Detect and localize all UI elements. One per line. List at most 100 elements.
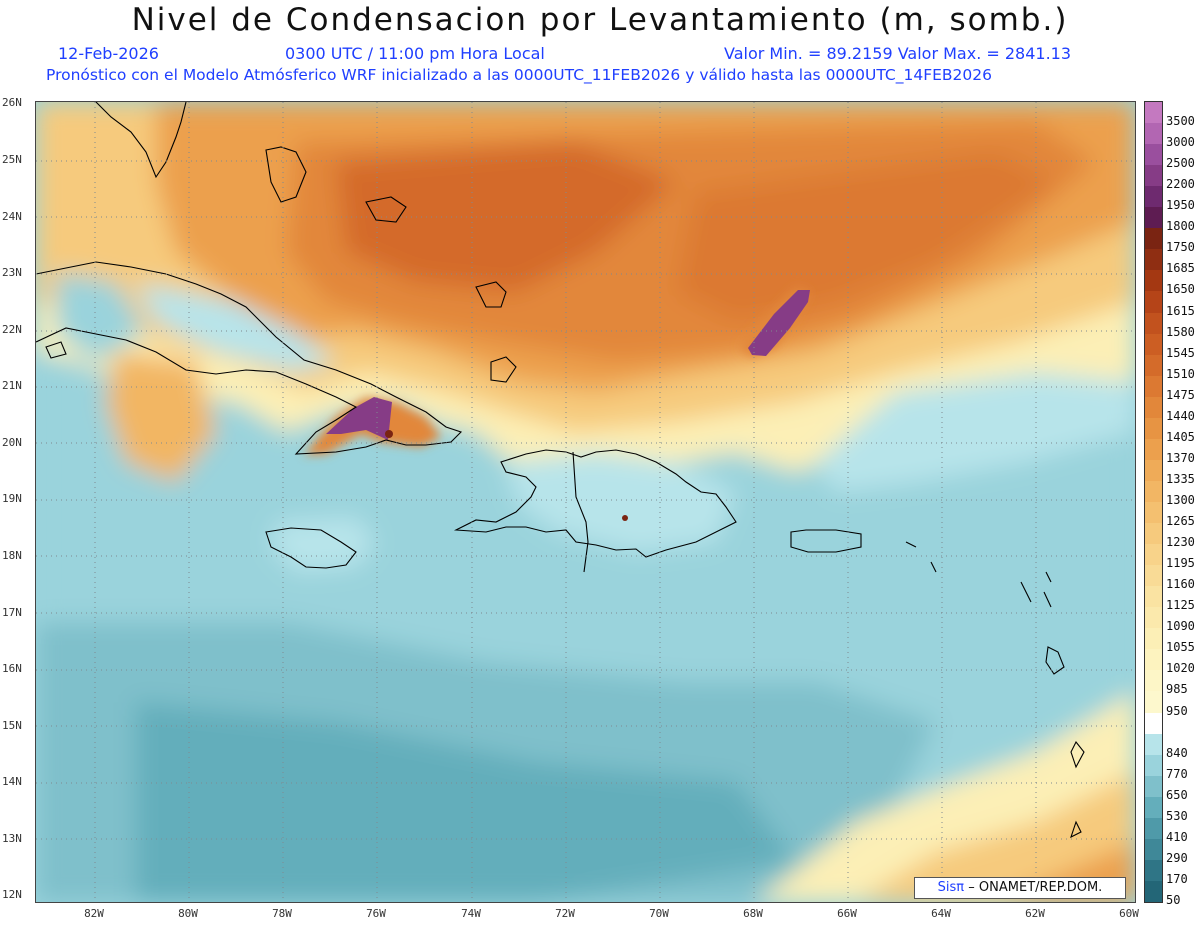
lon-label: 70W bbox=[649, 907, 669, 920]
color-scale-swatch bbox=[1145, 186, 1162, 208]
color-scale-label: 290 bbox=[1166, 850, 1188, 865]
color-scale-label: 1800 bbox=[1166, 219, 1195, 234]
color-scale-swatch bbox=[1145, 438, 1162, 461]
color-scale-swatch bbox=[1145, 586, 1162, 608]
color-scale-label: 1230 bbox=[1166, 535, 1195, 550]
color-scale-swatch bbox=[1145, 565, 1162, 587]
color-scale-label: 1750 bbox=[1166, 240, 1195, 255]
color-scale-swatch bbox=[1145, 670, 1162, 692]
color-scale-swatch bbox=[1145, 102, 1162, 124]
color-scale-swatch bbox=[1145, 523, 1162, 545]
color-scale-label: 170 bbox=[1166, 871, 1188, 886]
color-scale-label: 1300 bbox=[1166, 493, 1195, 507]
lat-label: 25N bbox=[2, 153, 22, 166]
lat-label: 22N bbox=[2, 323, 22, 336]
color-scale-swatch bbox=[1145, 459, 1162, 482]
color-scale-label: 3500 bbox=[1166, 114, 1195, 129]
color-scale-label: 1650 bbox=[1166, 282, 1195, 297]
credit-text: – ONAMET/REP.DOM. bbox=[968, 880, 1103, 895]
color-scale-label: 985 bbox=[1166, 682, 1188, 697]
color-scale-label: 3000 bbox=[1166, 135, 1195, 150]
color-scale-swatch bbox=[1145, 375, 1162, 398]
color-scale-label: 2200 bbox=[1166, 177, 1195, 192]
color-scale-label: 410 bbox=[1166, 829, 1188, 844]
color-scale-label: 1020 bbox=[1166, 661, 1195, 676]
lat-label: 23N bbox=[2, 266, 22, 279]
lat-label: 17N bbox=[2, 606, 22, 619]
lat-label: 18N bbox=[2, 549, 22, 562]
lat-label: 19N bbox=[2, 492, 22, 505]
lon-label: 76W bbox=[366, 907, 386, 920]
lcl-field-map bbox=[36, 102, 1135, 902]
credit-box: Sisπ – ONAMET/REP.DOM. bbox=[914, 877, 1126, 899]
color-scale-label: 1335 bbox=[1166, 471, 1195, 486]
color-scale-label: 1160 bbox=[1166, 577, 1195, 592]
color-scale-swatch bbox=[1145, 733, 1162, 756]
lon-label: 74W bbox=[461, 907, 481, 920]
color-scale-swatch bbox=[1145, 817, 1162, 840]
color-scale-label: 840 bbox=[1166, 745, 1188, 760]
color-scale-label: 50 bbox=[1166, 893, 1181, 907]
color-scale-label: 650 bbox=[1166, 787, 1188, 802]
color-scale-label: 1055 bbox=[1166, 640, 1195, 655]
color-scale-swatch bbox=[1145, 838, 1162, 861]
lon-label: 72W bbox=[555, 907, 575, 920]
purple-maxima bbox=[326, 290, 810, 521]
color-scale-swatch bbox=[1145, 396, 1162, 419]
lon-label: 80W bbox=[178, 907, 198, 920]
color-scale-label: 2500 bbox=[1166, 156, 1195, 171]
lat-label: 15N bbox=[2, 719, 22, 732]
color-scale-swatch bbox=[1145, 691, 1162, 714]
lat-label: 21N bbox=[2, 379, 22, 392]
color-scale-swatch bbox=[1145, 207, 1162, 229]
color-scale-label: 1545 bbox=[1166, 345, 1195, 360]
forecast-time: 0300 UTC / 11:00 pm Hora Local bbox=[285, 44, 545, 63]
color-scale-label: 1370 bbox=[1166, 450, 1195, 465]
color-scale-swatch bbox=[1145, 544, 1162, 566]
color-scale-label: 1510 bbox=[1166, 366, 1195, 381]
color-scale-swatch bbox=[1145, 796, 1162, 819]
color-scale-swatch bbox=[1145, 312, 1162, 335]
color-scale-swatch bbox=[1145, 628, 1162, 650]
sispi-logo: Sisπ bbox=[937, 880, 965, 895]
lon-label: 62W bbox=[1025, 907, 1045, 920]
color-scale-label: 950 bbox=[1166, 703, 1188, 718]
color-scale-swatch bbox=[1145, 712, 1162, 735]
forecast-date: 12-Feb-2026 bbox=[58, 44, 159, 63]
value-min-max: Valor Min. = 89.2159 Valor Max. = 2841.1… bbox=[724, 44, 1072, 63]
lat-label: 12N bbox=[2, 888, 22, 901]
model-info: Pronóstico con el Modelo Atmósferico WRF… bbox=[46, 66, 992, 84]
lon-label: 78W bbox=[272, 907, 292, 920]
lat-label: 24N bbox=[2, 210, 22, 223]
color-scale-swatch bbox=[1145, 333, 1162, 356]
color-scale-swatch bbox=[1145, 859, 1162, 882]
color-scale-swatch bbox=[1145, 123, 1162, 145]
graticule bbox=[36, 102, 1135, 902]
coastlines bbox=[36, 102, 1085, 839]
lon-label: 68W bbox=[743, 907, 763, 920]
lon-label: 66W bbox=[837, 907, 857, 920]
color-scale-swatch bbox=[1145, 480, 1162, 503]
lon-label: 64W bbox=[931, 907, 951, 920]
color-scale-swatch bbox=[1145, 775, 1162, 798]
color-scale-label: 770 bbox=[1166, 766, 1188, 781]
map-panel bbox=[35, 101, 1136, 903]
color-scale-label: 1615 bbox=[1166, 303, 1195, 318]
color-scale-label: 1475 bbox=[1166, 387, 1195, 402]
color-scale-swatch bbox=[1145, 649, 1162, 671]
color-scale-swatch bbox=[1145, 291, 1162, 314]
color-scale-label: 1950 bbox=[1166, 198, 1195, 213]
lat-label: 20N bbox=[2, 436, 22, 449]
color-scale-label: 1440 bbox=[1166, 408, 1195, 423]
color-scale-label: 1195 bbox=[1166, 556, 1195, 571]
color-scale-swatch bbox=[1145, 165, 1162, 187]
color-scale-label: 530 bbox=[1166, 808, 1188, 823]
lon-label: 82W bbox=[84, 907, 104, 920]
color-scale-swatch bbox=[1145, 754, 1162, 777]
field-shading bbox=[36, 102, 1135, 902]
color-scale-swatch bbox=[1145, 880, 1162, 903]
lon-label: 60W bbox=[1119, 907, 1139, 920]
lat-label: 14N bbox=[2, 775, 22, 788]
lat-label: 16N bbox=[2, 662, 22, 675]
color-scale-label: 1580 bbox=[1166, 324, 1195, 339]
